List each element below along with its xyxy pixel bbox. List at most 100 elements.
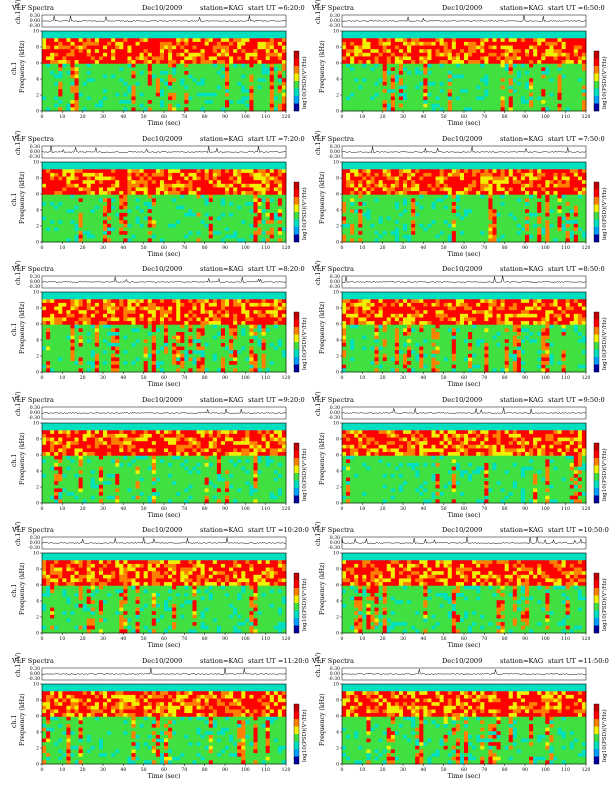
heatmap-cell [581, 63, 587, 68]
heatmap-cell [245, 63, 250, 68]
heatmap-cell [82, 81, 88, 86]
heatmap-cell [74, 31, 79, 35]
heatmap-cell [565, 201, 571, 206]
heatmap-cell [233, 78, 238, 83]
heatmap-cell [245, 179, 250, 184]
heatmap-cell [476, 96, 481, 101]
heatmap-cell [241, 103, 246, 108]
heatmap-cell [192, 60, 197, 65]
heatmap-cell [472, 92, 477, 97]
heatmap-cell [407, 67, 412, 72]
heatmap-cell [553, 52, 558, 57]
heatmap-cell [516, 38, 522, 43]
heatmap-cell [50, 161, 55, 166]
heatmap-cell [370, 96, 375, 101]
heatmap-cell [366, 107, 371, 112]
heatmap-cell [66, 34, 71, 39]
heatmap-cell [362, 31, 367, 35]
heatmap-cell [82, 107, 88, 112]
heatmap-cell [119, 190, 124, 195]
heatmap-cell [488, 201, 493, 206]
heatmap-cell [269, 179, 275, 184]
heatmap-cell [472, 172, 477, 177]
heatmap-cell [107, 60, 112, 65]
heatmap-cell [435, 52, 440, 57]
heatmap-cell [277, 219, 283, 224]
heatmap-cell [565, 85, 571, 90]
heatmap-cell [516, 183, 522, 188]
heatmap-cell [525, 78, 530, 83]
heatmap-cell [90, 201, 96, 206]
heatmap-cell [496, 190, 501, 195]
heatmap-cell [411, 161, 416, 166]
heatmap-cell [90, 230, 96, 235]
heatmap-cell [342, 100, 347, 105]
heatmap-cell [111, 60, 116, 65]
heatmap-cell [111, 100, 116, 105]
heatmap-cell [500, 179, 505, 184]
heatmap-cell [200, 226, 205, 231]
heatmap-cell [131, 49, 136, 54]
heatmap-cell [451, 52, 457, 57]
heatmap-cell [269, 45, 275, 50]
heatmap-cell [261, 223, 266, 228]
heatmap-cell [533, 168, 538, 173]
heatmap-cell [78, 165, 83, 170]
heatmap-cell [476, 168, 481, 173]
heatmap-cell [58, 85, 63, 90]
heatmap-cell [54, 194, 59, 199]
heatmap-cell [577, 179, 583, 184]
heatmap-cell [281, 81, 287, 86]
heatmap-cell [176, 183, 181, 188]
heatmap-cell [74, 186, 79, 191]
heatmap-cell [46, 237, 51, 242]
heatmap-cell [504, 56, 510, 61]
heatmap-cell [386, 89, 392, 94]
heatmap-cell [378, 92, 383, 97]
heatmap-cell [151, 41, 157, 46]
heatmap-cell [407, 190, 412, 195]
heatmap-cell [451, 100, 457, 105]
heatmap-cell [233, 85, 238, 90]
heatmap-cell [151, 226, 157, 231]
heatmap-cell [62, 92, 67, 97]
heatmap-cell [492, 41, 497, 46]
heatmap-cell [143, 179, 149, 184]
heatmap-cell [159, 63, 165, 68]
heatmap-cell [241, 63, 246, 68]
heatmap-cell [529, 67, 534, 72]
heatmap-cell [443, 81, 449, 86]
heatmap-cell [233, 45, 238, 50]
heatmap-cell [265, 63, 271, 68]
heatmap-cell [261, 161, 266, 166]
heatmap-cell [500, 38, 505, 43]
heatmap-cell [273, 165, 279, 170]
heatmap-cell [398, 201, 404, 206]
heatmap-cell [464, 183, 469, 188]
heatmap-cell [273, 71, 279, 75]
heatmap-cell [508, 183, 514, 188]
heatmap-cell [192, 38, 197, 43]
heatmap-cell [200, 237, 205, 242]
heatmap-cell [159, 67, 165, 72]
heatmap-cell [86, 176, 92, 180]
heatmap-cell [488, 41, 493, 46]
heatmap-cell [86, 60, 92, 65]
heatmap-cell [78, 107, 83, 112]
heatmap-cell [233, 81, 238, 86]
heatmap-cell [342, 34, 347, 39]
heatmap-cell [245, 45, 250, 50]
heatmap-cell [398, 74, 404, 79]
heatmap-cell [403, 179, 408, 184]
heatmap-cell [504, 67, 510, 72]
heatmap-cell [269, 234, 275, 239]
heatmap-cell [135, 45, 140, 50]
heatmap-cell [525, 190, 530, 195]
heatmap-cell [500, 107, 505, 112]
heatmap-cell [164, 223, 169, 228]
heatmap-cell [176, 212, 181, 217]
heatmap-cell [123, 216, 128, 220]
heatmap-cell [86, 67, 92, 72]
heatmap-cell [573, 165, 579, 170]
heatmap-cell [94, 103, 100, 108]
